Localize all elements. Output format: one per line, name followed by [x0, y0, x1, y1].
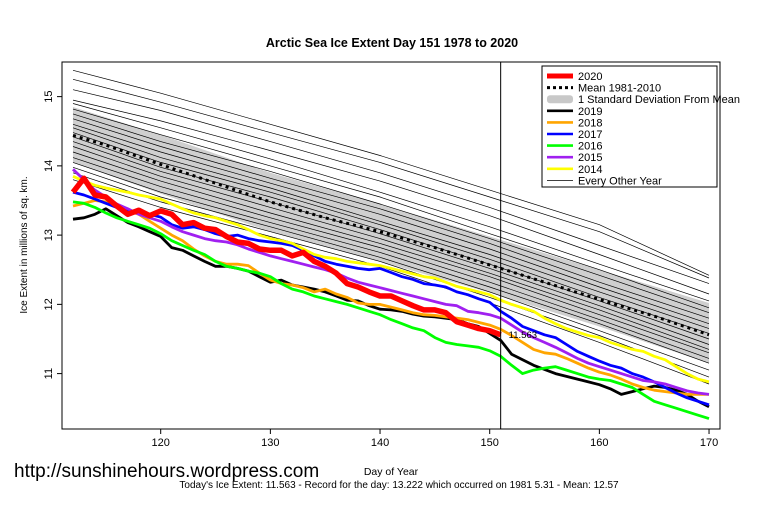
chart-title: Arctic Sea Ice Extent Day 151 1978 to 20…	[266, 36, 518, 50]
series-line-2018	[72, 199, 709, 396]
series-line-2015	[72, 168, 710, 396]
axes: 120 130 140 150 160 170 11 12 13 14 15	[43, 90, 718, 449]
series-line-2016	[72, 200, 710, 420]
other-year-line	[72, 136, 710, 340]
x-tick-label: 120	[152, 437, 170, 449]
other-year-line	[72, 99, 710, 295]
legend-item: 1 Standard Deviation From Mean	[547, 94, 740, 106]
series-line-2017	[72, 190, 710, 407]
x-tick-label: 130	[261, 437, 279, 449]
legend-label: 2017	[578, 129, 602, 141]
footer-text: Today's Ice Extent: 11.563 - Record for …	[179, 480, 619, 491]
legend-item: 2015	[547, 152, 602, 164]
other-year-line	[72, 146, 710, 350]
other-year-line	[72, 157, 710, 359]
x-tick-label: 160	[590, 437, 608, 449]
legend-item: 2019	[547, 106, 602, 118]
legend-label: 2015	[578, 152, 602, 164]
y-tick-label: 14	[43, 160, 55, 172]
legend-label: 1 Standard Deviation From Mean	[578, 94, 740, 106]
other-year-line	[72, 151, 710, 354]
series-line-2019	[72, 207, 710, 409]
watermark: http://sunshinehours.wordpress.com	[14, 461, 319, 482]
legend-label: 2020	[578, 71, 602, 83]
other-year-line	[72, 103, 710, 302]
other-year-line	[72, 132, 710, 334]
other-year-line	[72, 166, 710, 371]
series-line-2014	[72, 175, 710, 384]
other-year-line	[72, 89, 710, 284]
legend-label: 2019	[578, 106, 602, 118]
legend-swatch	[547, 95, 573, 104]
plot-frame	[61, 61, 721, 430]
other-year-line	[72, 69, 710, 276]
plot-area	[70, 69, 710, 420]
x-tick-label: 150	[481, 437, 499, 449]
legend-item: 2016	[547, 141, 602, 153]
other-year-line	[72, 108, 710, 309]
legend-label: Every Other Year	[578, 175, 662, 187]
other-year-line	[72, 123, 710, 325]
current-value-label: 11.563	[509, 330, 537, 341]
legend-item: Every Other Year	[547, 175, 662, 187]
series-line-2020	[70, 175, 502, 338]
y-axis-label: Ice Extent in millions of sq. km.	[19, 176, 30, 313]
legend-label: 2014	[578, 164, 602, 176]
legend-item: 2014	[547, 164, 602, 176]
other-year-line	[72, 78, 710, 279]
legend-label: 2018	[578, 117, 602, 129]
other-year-line	[72, 172, 710, 378]
other-year-line	[72, 127, 710, 329]
legend-item: Mean 1981-2010	[547, 83, 661, 95]
legend-label: 2016	[578, 141, 602, 153]
y-tick-label: 11	[43, 368, 55, 379]
other-year-line	[72, 113, 710, 314]
other-year-line	[72, 162, 710, 364]
x-tick-label: 140	[371, 437, 389, 449]
y-tick-label: 12	[43, 298, 55, 310]
std-deviation-band	[72, 107, 710, 364]
y-tick-label: 13	[43, 229, 55, 241]
y-tick-label: 15	[43, 90, 55, 102]
legend-item: 2020	[547, 71, 602, 83]
x-tick-label: 170	[700, 437, 718, 449]
x-axis-label: Day of Year	[364, 466, 419, 478]
legend-label: Mean 1981-2010	[578, 83, 661, 95]
mean-line	[72, 133, 710, 337]
other-year-line	[72, 141, 710, 345]
legend-item: 2018	[547, 117, 602, 129]
other-year-line	[72, 118, 710, 319]
legend-item: 2017	[547, 129, 602, 141]
